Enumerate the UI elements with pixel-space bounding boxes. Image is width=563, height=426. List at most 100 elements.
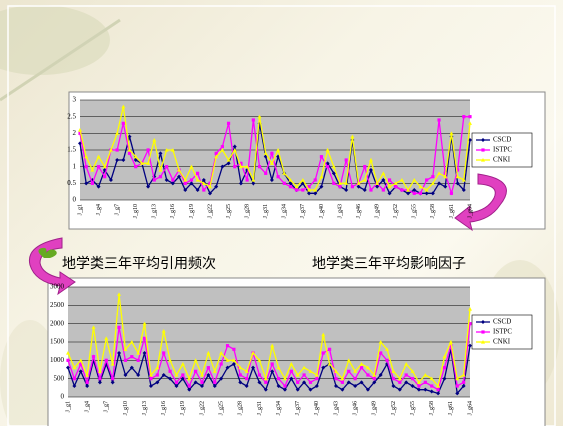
marker bbox=[331, 171, 336, 176]
marker bbox=[437, 171, 442, 175]
marker bbox=[288, 178, 293, 182]
marker bbox=[353, 377, 357, 381]
marker bbox=[219, 362, 223, 366]
marker bbox=[359, 366, 364, 370]
marker bbox=[307, 185, 311, 189]
caption: 地学类三年平均影响因子 bbox=[312, 256, 466, 272]
marker bbox=[288, 185, 293, 189]
marker bbox=[187, 387, 192, 392]
marker bbox=[468, 138, 472, 142]
marker bbox=[295, 387, 300, 392]
marker bbox=[206, 373, 211, 377]
marker bbox=[208, 184, 212, 189]
marker bbox=[368, 168, 373, 172]
marker bbox=[257, 165, 262, 169]
series-line bbox=[67, 345, 471, 395]
marker bbox=[393, 181, 398, 185]
marker bbox=[289, 369, 293, 373]
marker bbox=[397, 387, 402, 392]
marker bbox=[412, 188, 417, 192]
marker bbox=[168, 369, 172, 373]
marker bbox=[449, 191, 454, 195]
marker bbox=[72, 377, 76, 381]
marker bbox=[177, 168, 182, 172]
x-tick-label: J_g1 bbox=[65, 401, 71, 412]
marker bbox=[378, 373, 383, 377]
marker bbox=[155, 365, 160, 370]
marker bbox=[282, 171, 287, 175]
marker bbox=[84, 154, 89, 159]
marker bbox=[174, 384, 179, 388]
x-tick-label: J_g34 bbox=[276, 401, 282, 415]
marker bbox=[410, 377, 415, 381]
marker bbox=[66, 351, 70, 355]
marker bbox=[244, 369, 249, 373]
marker bbox=[400, 188, 404, 192]
marker bbox=[174, 373, 179, 377]
marker bbox=[183, 188, 188, 192]
marker bbox=[423, 387, 428, 392]
marker bbox=[461, 188, 466, 192]
marker bbox=[481, 340, 485, 344]
marker bbox=[123, 347, 128, 351]
marker bbox=[379, 351, 383, 355]
marker bbox=[136, 373, 141, 377]
marker bbox=[183, 178, 188, 182]
marker bbox=[387, 184, 392, 189]
marker bbox=[319, 174, 324, 179]
marker bbox=[315, 377, 319, 381]
marker bbox=[346, 358, 351, 362]
marker bbox=[425, 178, 429, 182]
marker bbox=[152, 138, 157, 142]
marker bbox=[455, 391, 460, 396]
marker bbox=[282, 181, 286, 185]
x-tick-label: J_g46 bbox=[356, 204, 362, 218]
marker bbox=[362, 188, 367, 192]
marker bbox=[461, 373, 466, 377]
marker bbox=[232, 148, 237, 152]
marker bbox=[200, 384, 204, 388]
marker bbox=[78, 141, 82, 146]
y-tick-label: 2.5 bbox=[67, 112, 76, 120]
marker bbox=[78, 128, 82, 132]
marker bbox=[468, 307, 472, 311]
marker bbox=[416, 387, 421, 392]
marker bbox=[429, 389, 434, 394]
x-tick-label: J_g16 bbox=[161, 401, 167, 415]
marker bbox=[139, 161, 144, 165]
marker bbox=[372, 373, 377, 377]
series-line bbox=[79, 123, 471, 195]
marker bbox=[353, 384, 358, 388]
marker bbox=[436, 391, 441, 396]
marker bbox=[385, 358, 389, 362]
marker bbox=[319, 155, 324, 159]
marker bbox=[127, 151, 132, 155]
marker bbox=[189, 178, 194, 182]
marker bbox=[381, 178, 386, 182]
x-tick-label: J_g37 bbox=[300, 204, 306, 218]
marker bbox=[98, 377, 102, 381]
marker bbox=[300, 178, 305, 182]
marker bbox=[455, 376, 460, 381]
slide-frame bbox=[7, 5, 556, 426]
marker bbox=[302, 373, 306, 377]
marker bbox=[264, 380, 268, 384]
marker bbox=[200, 380, 204, 384]
marker bbox=[462, 115, 466, 119]
marker bbox=[257, 114, 262, 119]
marker bbox=[308, 380, 313, 384]
marker bbox=[123, 373, 128, 377]
marker bbox=[219, 351, 224, 355]
marker bbox=[193, 380, 198, 385]
marker bbox=[387, 191, 392, 196]
marker bbox=[187, 384, 191, 388]
marker bbox=[146, 161, 151, 165]
marker bbox=[79, 362, 83, 366]
marker bbox=[288, 181, 293, 186]
marker bbox=[257, 380, 262, 385]
marker bbox=[231, 362, 236, 366]
marker bbox=[331, 164, 336, 169]
marker bbox=[189, 181, 194, 186]
marker bbox=[72, 384, 77, 388]
